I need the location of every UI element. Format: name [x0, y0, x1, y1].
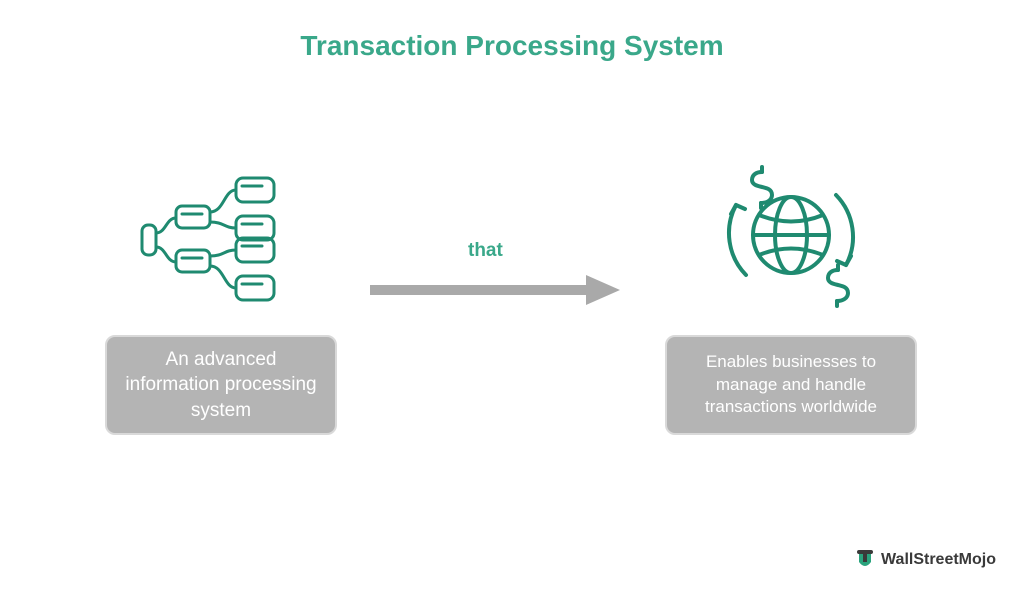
- right-label-box: Enables businesses to manage and handle …: [665, 335, 917, 435]
- logo-icon: [855, 548, 875, 572]
- arrow-right-icon: [370, 275, 620, 310]
- page-title: Transaction Processing System: [0, 30, 1024, 62]
- credit-text: WallStreetMojo: [881, 551, 996, 569]
- connector-label: that: [468, 240, 503, 262]
- left-label-box: An advanced information processing syste…: [105, 335, 337, 435]
- right-column: Enables businesses to manage and handle …: [665, 160, 917, 435]
- credit: WallStreetMojo: [855, 548, 996, 572]
- left-column: An advanced information processing syste…: [105, 170, 337, 435]
- globe-dollar-icon: [706, 160, 876, 310]
- tree-nodes-icon: [136, 170, 306, 310]
